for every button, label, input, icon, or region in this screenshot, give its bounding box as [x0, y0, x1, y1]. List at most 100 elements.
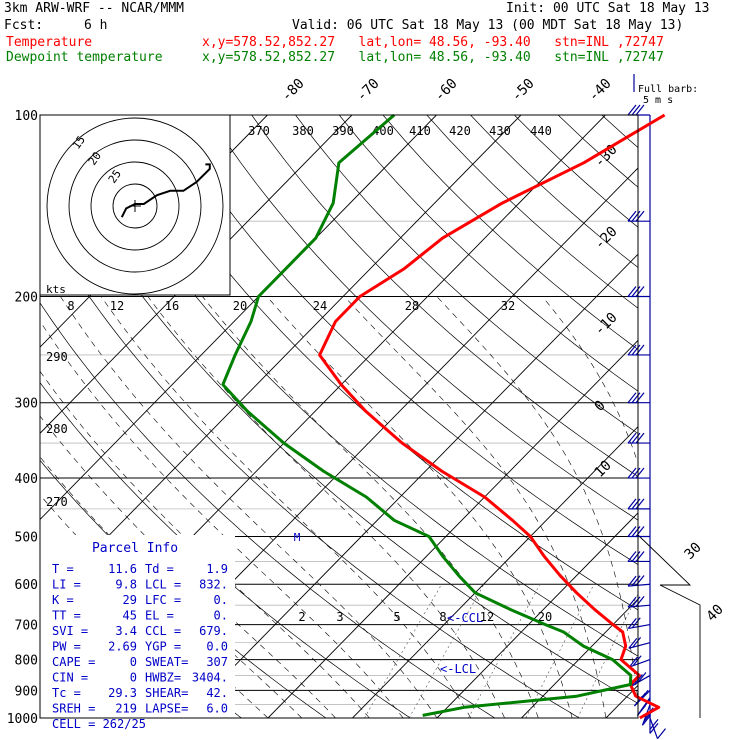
- wind-barb-flag: [631, 596, 641, 608]
- isotherm-label: -10: [592, 310, 621, 339]
- theta-side-label: 270: [46, 495, 68, 509]
- pressure-label: 400: [15, 472, 38, 487]
- parcel-info-key: LFC =: [145, 593, 181, 607]
- dry-adiabat: [426, 115, 638, 309]
- wind-barb-flag: [631, 467, 641, 479]
- mixing-ratio-line: [364, 584, 443, 718]
- pressure-label: 1000: [7, 712, 38, 727]
- kts-scale-label: 24: [313, 299, 327, 313]
- isotherm-label: 0: [592, 398, 609, 415]
- barb-scale-label: 30: [682, 540, 705, 563]
- wind-barb-flag: [631, 210, 641, 222]
- full-barb-label: Full barb:: [638, 84, 698, 95]
- pressure-label: 200: [15, 291, 38, 306]
- parcel-info-key: Td =: [145, 562, 174, 576]
- moist-adiabat: [147, 296, 505, 718]
- hodograph-trace: [120, 163, 211, 218]
- isotherm-label: -20: [592, 224, 621, 253]
- wind-barb-flag: [627, 596, 637, 608]
- parcel-info-key: CAPE =: [52, 655, 95, 669]
- wind-barb-shaft: [629, 658, 651, 668]
- parcel-info-key: Tc =: [52, 686, 81, 700]
- dry-adiabat: [601, 115, 638, 148]
- barb-frame: [637, 534, 701, 718]
- wind-barb-flag: [627, 344, 637, 356]
- parcel-info-key: SWEAT=: [145, 655, 188, 669]
- parcel-info-value: 2.69: [108, 640, 137, 654]
- wind-barb-flag: [628, 656, 638, 668]
- parcel-info-key: K =: [52, 593, 74, 607]
- isotherm-line: [605, 684, 638, 718]
- wind-barb-shaft: [630, 674, 651, 687]
- pressure-label: 900: [15, 684, 38, 699]
- parcel-info-value: 6.0: [206, 702, 228, 716]
- dry-adiabat: [382, 115, 638, 350]
- parcel-info-value: 0.: [214, 593, 228, 607]
- parcel-info-key: HWBZ=: [145, 671, 181, 685]
- isotherm-line: [436, 512, 638, 718]
- forecast-label: Fcst:: [4, 18, 44, 33]
- wind-barb-flag: [627, 392, 637, 404]
- wind-barb-flag: [632, 636, 642, 648]
- wind-barb-flag: [642, 714, 651, 726]
- wind-barb-flag: [627, 104, 637, 116]
- parcel-info-key: CCL =: [145, 624, 181, 638]
- pressure-label: 500: [15, 530, 38, 545]
- wind-barb-flag: [649, 722, 659, 734]
- theta-label: 380: [292, 124, 314, 138]
- temperature-location: x,y=578.52,852.27 lat,lon= 48.56, -93.40…: [202, 35, 664, 50]
- lcl-marker: <-LCL: [440, 662, 476, 676]
- wind-barb-flag: [635, 286, 645, 297]
- wind-barb-flag: [635, 551, 645, 562]
- valid-time: Valid: 06 UTC Sat 18 May 13 (00 MDT Sat …: [292, 18, 684, 33]
- moist-adiabat: [266, 296, 573, 718]
- dewpoint-line: [221, 113, 633, 717]
- parcel-info-value: 307: [206, 655, 228, 669]
- mixing-ratio-line: [408, 584, 485, 718]
- wind-barb-flag: [657, 728, 666, 740]
- theta-label: 410: [409, 124, 431, 138]
- parcel-info-key: SHEAR=: [145, 686, 188, 700]
- isotherm-line: [267, 339, 638, 718]
- theta-label: 430: [489, 124, 511, 138]
- dry-adiabat: [733, 115, 740, 718]
- isotherm-label: 10: [592, 458, 615, 481]
- wind-barb-flag: [631, 104, 641, 116]
- dry-adiabat: [120, 115, 638, 611]
- model-title: 3km ARW-WRF -- NCAR/MMM: [4, 1, 185, 16]
- mixing-ratio-label: 8: [439, 610, 446, 624]
- parcel-info-value: 11.6: [108, 562, 137, 576]
- wind-barb-flag: [635, 392, 645, 404]
- isotherm-line: [521, 598, 638, 718]
- wind-barb-flag: [627, 210, 637, 222]
- wind-barb-flag: [631, 286, 641, 297]
- theta-side-label: 280: [46, 422, 68, 436]
- wind-barb-flag: [635, 526, 645, 537]
- wind-barb-flag: [631, 344, 641, 356]
- wind-barb-shaft: [628, 583, 651, 587]
- pressure-label: 700: [15, 619, 38, 634]
- kts-scale-label: 8: [67, 299, 74, 313]
- wind-barb-flag: [627, 467, 637, 479]
- parcel-info-value: 29.3: [108, 686, 137, 700]
- dewpoint-location: x,y=578.52,852.27 lat,lon= 48.56, -93.40…: [202, 50, 664, 65]
- hodograph-ring: [46, 117, 224, 295]
- mixing-ratio-label: 2: [298, 610, 305, 624]
- parcel-info-value: 3404.: [192, 671, 228, 685]
- dry-adiabat: [557, 115, 638, 188]
- plot-frame: [39, 114, 639, 719]
- isotherm-label: -70: [354, 76, 383, 105]
- moist-adiabat: [100, 296, 472, 718]
- isotherm-label: -40: [586, 76, 615, 105]
- pressure-label: 600: [15, 578, 38, 593]
- dry-adiabat: [689, 115, 740, 718]
- parcel-info-key: PW =: [52, 640, 81, 654]
- parcel-info-key: SVI =: [52, 624, 88, 638]
- mixing-ratio-label: 5: [393, 610, 400, 624]
- wind-barb-flag: [631, 498, 641, 510]
- wind-barb-flag: [649, 718, 659, 730]
- isotherm-line: [40, 115, 353, 434]
- wind-barb-flag: [631, 526, 641, 537]
- wind-barb-flag: [635, 104, 645, 116]
